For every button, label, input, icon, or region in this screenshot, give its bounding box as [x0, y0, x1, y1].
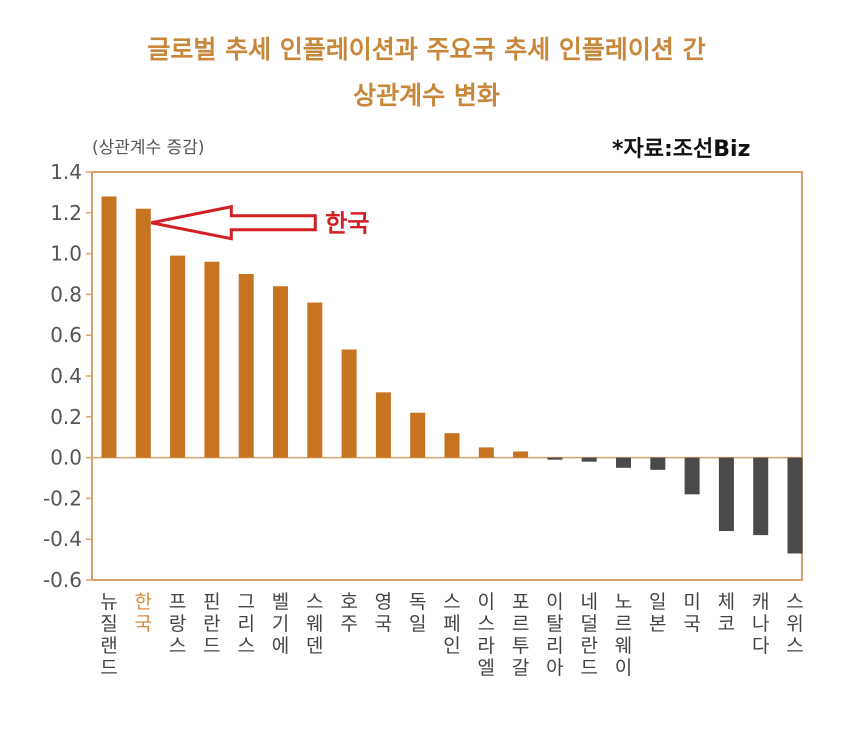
bar [718, 457, 734, 532]
bar [513, 451, 529, 458]
bar [170, 255, 186, 458]
y-tick-label: 0.8 [50, 282, 82, 306]
bar [101, 196, 117, 458]
bar [410, 412, 426, 458]
bar [135, 208, 151, 458]
bar [273, 286, 288, 458]
bar [753, 457, 769, 536]
bar [204, 261, 220, 458]
annotation-label: 한국 [325, 210, 369, 238]
y-tick-label: 1.4 [50, 160, 82, 184]
bar [444, 433, 460, 458]
bar [787, 457, 803, 554]
y-tick-label: -0.2 [43, 486, 82, 510]
bar [341, 349, 357, 458]
y-tick-label: 1.2 [50, 201, 82, 225]
bar [375, 392, 391, 458]
bar [547, 457, 563, 460]
chart-title-line-2: 상관계수 변화 [353, 81, 500, 110]
y-tick-label: -0.6 [43, 568, 82, 592]
bar [650, 457, 666, 470]
y-tick-label: -0.4 [43, 527, 82, 551]
bar [307, 302, 323, 458]
y-axis-label: (상관계수 증감) [92, 138, 205, 158]
bar [581, 457, 597, 462]
bar [684, 457, 700, 495]
y-tick-label: 1.0 [50, 242, 82, 266]
bar [238, 274, 254, 458]
bar [616, 457, 631, 468]
annotation-arrow [151, 204, 317, 241]
y-tick-label: 0.2 [50, 405, 82, 429]
bar [478, 447, 494, 458]
y-tick-label: 0.6 [50, 323, 82, 347]
y-tick-label: 0.0 [50, 446, 82, 470]
source-note: *자료:조선Biz [612, 137, 751, 162]
y-tick-label: 0.4 [50, 364, 82, 388]
chart-title-line-1: 글로벌 추세 인플레이션과 주요국 추세 인플레이션 간 [147, 35, 706, 64]
